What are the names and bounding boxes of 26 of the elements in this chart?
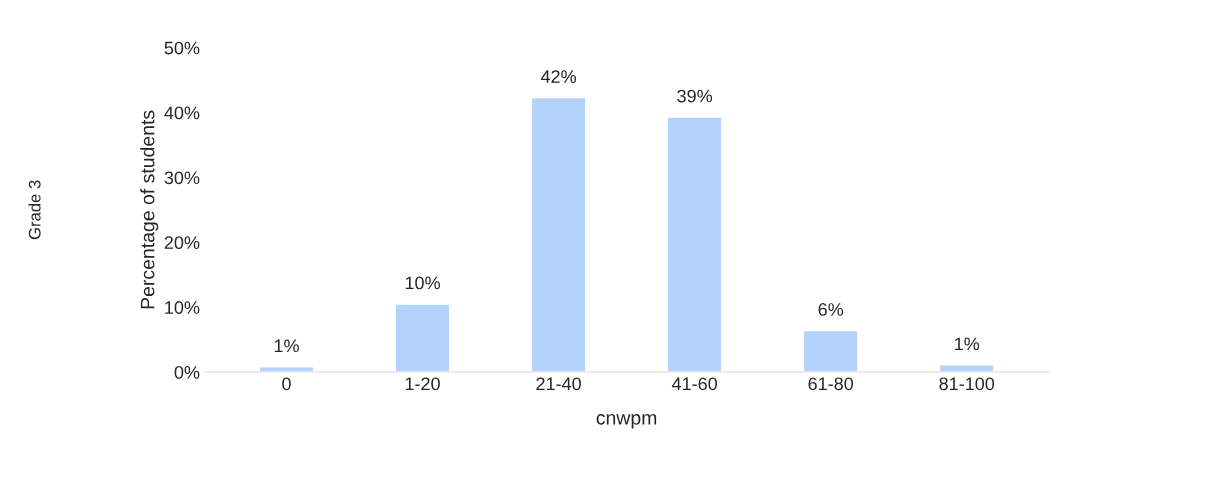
bar — [802, 329, 859, 373]
bar — [530, 96, 587, 373]
data-label: 39% — [677, 89, 713, 103]
bar — [938, 364, 995, 373]
y-tick-label: 20% — [164, 236, 200, 250]
x-tick-label: 61-80 — [808, 377, 854, 391]
data-label: 10% — [405, 276, 440, 290]
x-tick-label: 21-40 — [536, 377, 581, 391]
y-tick-label: 10% — [165, 301, 200, 314]
y-axis-title: Percentage of students — [140, 110, 159, 309]
x-axis-title: cnwpm — [596, 414, 657, 429]
data-label: 6% — [818, 303, 844, 316]
data-label: 1% — [274, 339, 299, 353]
y-tick-label: 30% — [164, 171, 200, 185]
y-tick-label: 0% — [174, 365, 200, 379]
data-label: 42% — [540, 70, 576, 83]
data-label: 1% — [955, 337, 980, 351]
x-tick-label: 0 — [282, 377, 291, 391]
y-tick-label: 50% — [164, 41, 200, 55]
y-tick-label: 40% — [164, 106, 200, 120]
x-tick-label: 1-20 — [405, 377, 440, 391]
x-tick-label: 41-60 — [671, 377, 718, 391]
bar — [394, 303, 451, 373]
text: Grade 3 — [28, 180, 41, 240]
bar — [666, 116, 723, 373]
x-tick-label: 81-100 — [939, 377, 995, 391]
